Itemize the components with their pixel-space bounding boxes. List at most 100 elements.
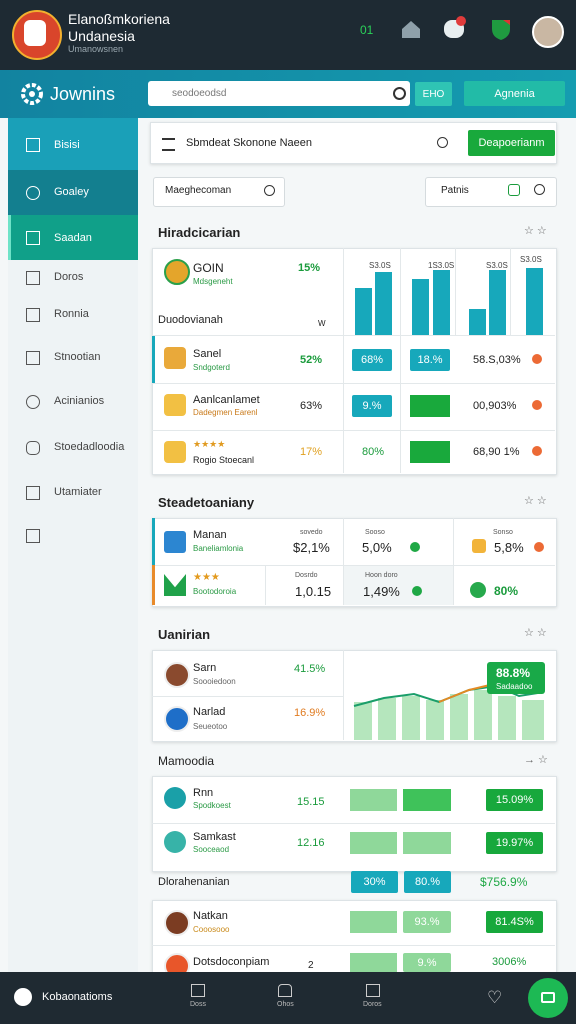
badge[interactable]: 01 — [360, 23, 374, 37]
search-icon[interactable] — [437, 137, 448, 148]
value-box — [410, 395, 450, 417]
shield-icon[interactable] — [490, 17, 512, 41]
nav-icon — [26, 395, 40, 409]
cell-value: 1,49% — [363, 584, 400, 599]
nav-item[interactable] — [8, 215, 138, 260]
avatar[interactable] — [532, 16, 564, 48]
item-value: 52% — [300, 354, 323, 366]
section-title: Steadetoaniany — [158, 495, 255, 510]
status-dot — [532, 446, 542, 456]
nav-label[interactable]: Stnootian — [54, 351, 101, 363]
item-value: 41.5% — [294, 663, 326, 675]
nav-label[interactable]: Utamiater — [54, 486, 102, 498]
filter-icon[interactable] — [264, 185, 275, 196]
nav-label[interactable]: Doros — [54, 271, 84, 283]
tab-label[interactable]: Doss — [190, 1001, 206, 1008]
section-title: Hiradcicarian — [158, 225, 241, 240]
nav-icon — [26, 308, 40, 322]
value-box: 9.% — [403, 953, 451, 972]
tab-icon[interactable] — [191, 984, 205, 997]
nav-icon[interactable] — [26, 529, 40, 543]
section-actions[interactable]: ☆ ☆ — [524, 225, 547, 237]
group-total: $756.9% — [480, 875, 528, 889]
user-avatar[interactable] — [14, 988, 32, 1006]
tab-icon[interactable] — [278, 984, 292, 997]
user-name: Kobaonatioms — [42, 991, 113, 1003]
divider — [152, 335, 555, 336]
chart-label: S3.0S — [486, 261, 508, 270]
value-box — [350, 911, 397, 933]
tab-icon[interactable] — [366, 984, 380, 997]
total-box: 15.09% — [486, 789, 543, 811]
cell-value: 5,8% — [494, 540, 524, 555]
filter-input[interactable] — [153, 177, 285, 207]
divider — [343, 518, 344, 605]
nav-icon — [26, 441, 40, 455]
item-sub: Spodkoest — [193, 801, 231, 810]
item-name[interactable]: Dotsdoconpiam — [193, 956, 270, 968]
item-name[interactable]: Natkan — [193, 910, 228, 922]
filter-icon[interactable] — [534, 184, 545, 195]
status-dot — [412, 586, 422, 596]
tagline: Umanowsnen — [68, 44, 124, 54]
divider — [510, 248, 511, 335]
section-actions[interactable]: ☆ ☆ — [524, 495, 547, 507]
fab-button[interactable] — [528, 978, 568, 1018]
total-box: 19.97% — [486, 832, 543, 854]
item-rating: ★★★★ — [193, 439, 226, 449]
nav-label[interactable]: Ronnia — [54, 308, 89, 320]
value-box: 30% — [351, 871, 398, 893]
nav-icon — [26, 231, 40, 245]
value-box: 18.% — [410, 349, 450, 371]
filter-icon[interactable] — [508, 184, 520, 196]
item-sub: Dadegmen Earenl — [193, 408, 258, 417]
brand: Jownins — [50, 84, 116, 104]
nav-label[interactable]: Acinianios — [54, 395, 105, 407]
item-name: GOIN — [193, 261, 224, 275]
group-title: Dlorahenanian — [158, 876, 230, 888]
filter-text: Maeghecoman — [165, 185, 232, 196]
chart-bar — [412, 279, 429, 335]
notify-dot — [456, 16, 466, 26]
tab-label[interactable]: Ohos — [277, 1001, 294, 1008]
search-icon[interactable] — [393, 87, 406, 100]
cell-label: Dosrdo — [295, 572, 318, 579]
cell-icon — [472, 539, 486, 553]
item-name[interactable]: Rogio Stoecanl — [193, 455, 255, 465]
item-icon — [164, 531, 186, 553]
app-subtitle: Undanesia — [68, 28, 135, 44]
item-name[interactable]: Narlad — [193, 706, 226, 718]
item-name[interactable]: Manan — [193, 529, 227, 541]
heart-icon[interactable]: ♡ — [487, 988, 503, 1007]
search-box[interactable] — [148, 81, 410, 106]
item-name[interactable]: Samkast — [193, 831, 236, 843]
group-note: W — [318, 319, 326, 328]
divider — [265, 565, 266, 605]
home-icon[interactable] — [400, 18, 422, 40]
divider — [152, 430, 555, 431]
menu-icon[interactable] — [162, 138, 175, 151]
primary-button[interactable]: Agnenia — [464, 81, 565, 106]
nav-label[interactable]: Stoedadloodia — [54, 441, 125, 453]
panel-button[interactable]: Deapoerianm — [468, 130, 555, 156]
section-actions[interactable]: ☆ ☆ — [524, 627, 547, 639]
divider — [152, 565, 555, 566]
small-button[interactable]: ЕНО — [415, 82, 452, 106]
item-name[interactable]: Sarn — [193, 662, 217, 674]
item-name[interactable]: Sanel — [193, 348, 222, 360]
item-icon — [164, 259, 190, 285]
tab-label[interactable]: Doros — [363, 1001, 382, 1008]
nav-label: Saadan — [54, 232, 92, 244]
item-sub: Cooosooo — [193, 925, 230, 934]
section-actions[interactable]: → ☆ — [524, 754, 548, 766]
gear-icon[interactable] — [20, 82, 44, 106]
item-name[interactable]: Rnn — [193, 787, 214, 799]
row-total: 68,90 1% — [473, 446, 520, 458]
area-chart — [353, 683, 545, 740]
item-name[interactable]: Aanlcanlamet — [193, 394, 260, 406]
app-title: Elanoßmkoriena — [68, 11, 170, 27]
nav-icon — [26, 486, 40, 500]
nav-item-active[interactable] — [8, 118, 138, 170]
